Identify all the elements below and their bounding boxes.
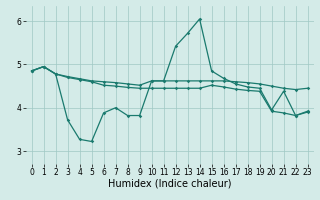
X-axis label: Humidex (Indice chaleur): Humidex (Indice chaleur) xyxy=(108,179,231,189)
